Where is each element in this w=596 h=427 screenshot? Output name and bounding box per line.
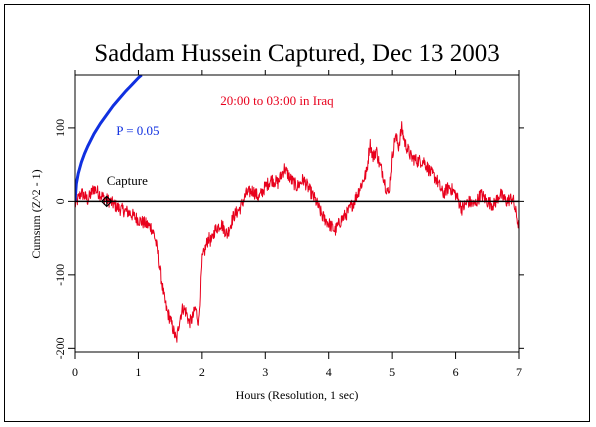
chart-subtitle: 20:00 to 03:00 in Iraq <box>220 93 334 108</box>
capture-marker <box>100 195 113 208</box>
capture-label: Capture <box>107 173 148 188</box>
x-tick-label: 6 <box>453 365 459 379</box>
y-tick-label: 0 <box>53 198 67 204</box>
x-axis: 0 1 2 3 4 5 6 7 <box>72 70 522 379</box>
chart-title: Saddam Hussein Captured, Dec 13 2003 <box>94 40 499 67</box>
x-tick-label: 0 <box>72 365 78 379</box>
series-layer <box>75 75 519 343</box>
plot-area-border <box>74 74 520 353</box>
x-tick-label: 1 <box>135 365 141 379</box>
y-axis-label: Cumsum (Z^2 - 1) <box>29 169 43 258</box>
x-axis-label: Hours (Resolution, 1 sec) <box>236 388 359 402</box>
p005-envelope-line <box>75 75 143 202</box>
y-tick-label: -200 <box>53 337 67 359</box>
p005-label: P = 0.05 <box>116 123 159 138</box>
x-tick-label: 4 <box>326 365 332 379</box>
x-tick-label: 2 <box>199 365 205 379</box>
annotation-layer: P = 0.05 Capture <box>100 123 160 208</box>
y-tick-label: 100 <box>53 119 67 137</box>
cumsum-series-line <box>75 121 519 343</box>
x-tick-label: 7 <box>516 365 522 379</box>
x-tick-label: 5 <box>389 365 395 379</box>
x-tick-label: 3 <box>262 365 268 379</box>
y-tick-label: -100 <box>53 264 67 286</box>
y-axis: 100 0 -100 -200 <box>53 119 524 359</box>
